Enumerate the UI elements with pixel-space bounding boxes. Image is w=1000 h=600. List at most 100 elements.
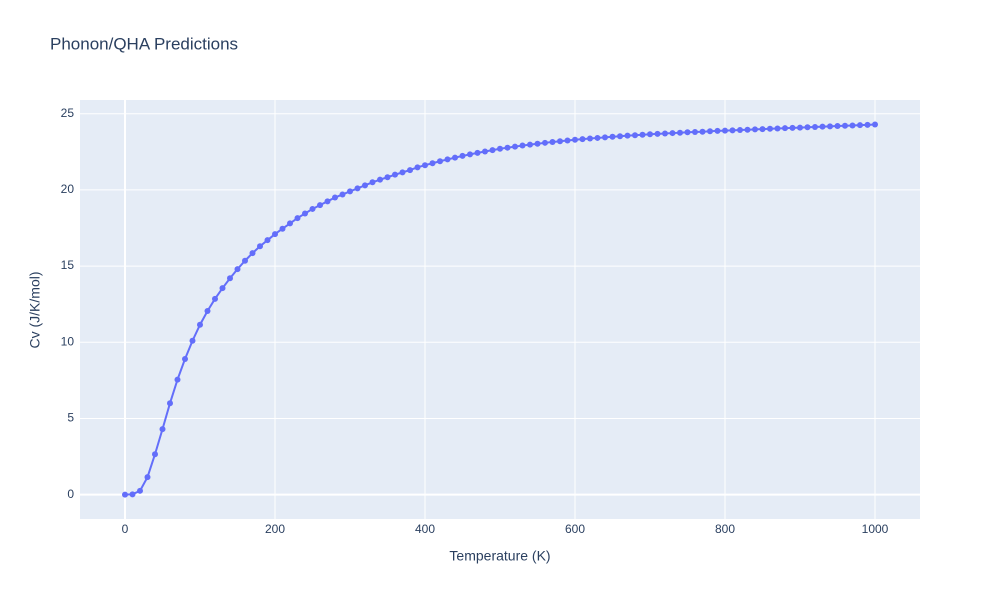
marker	[227, 275, 233, 282]
marker	[707, 128, 713, 135]
marker	[579, 136, 586, 143]
marker	[467, 151, 473, 158]
marker	[249, 250, 256, 257]
marker	[729, 127, 736, 134]
marker	[369, 179, 376, 186]
marker	[482, 148, 488, 155]
marker	[654, 130, 661, 137]
marker	[489, 147, 496, 154]
marker	[287, 220, 293, 227]
marker	[812, 123, 818, 130]
marker	[219, 285, 226, 292]
marker	[849, 122, 856, 129]
marker	[317, 202, 323, 209]
marker	[804, 124, 811, 131]
marker	[819, 123, 826, 130]
plot-area	[80, 100, 920, 519]
marker	[309, 205, 316, 212]
marker	[534, 140, 541, 147]
marker	[324, 198, 331, 205]
y-tick-label: 0	[67, 487, 74, 501]
marker	[384, 174, 391, 181]
marker	[827, 123, 833, 130]
marker	[684, 129, 691, 136]
marker	[632, 132, 638, 139]
marker	[842, 122, 848, 129]
marker	[744, 126, 751, 133]
marker	[204, 308, 211, 315]
y-tick-label: 20	[61, 182, 75, 196]
marker	[797, 124, 803, 131]
x-tick-label: 0	[122, 522, 129, 536]
y-tick-label: 15	[61, 258, 75, 272]
marker	[602, 134, 608, 141]
marker	[362, 182, 368, 189]
marker	[167, 400, 173, 407]
marker	[444, 156, 451, 163]
marker	[354, 185, 361, 192]
marker	[872, 121, 878, 128]
marker	[212, 295, 218, 302]
marker	[429, 160, 436, 167]
marker	[752, 126, 758, 133]
marker	[617, 133, 623, 140]
marker	[692, 128, 698, 135]
marker	[519, 142, 526, 149]
marker	[189, 337, 196, 344]
marker	[737, 127, 743, 134]
marker	[549, 139, 556, 146]
marker	[302, 210, 308, 217]
marker	[564, 137, 571, 144]
marker	[782, 125, 788, 132]
chart-title: Phonon/QHA Predictions	[50, 34, 238, 53]
marker	[699, 128, 706, 135]
y-tick-label: 5	[67, 411, 74, 425]
marker	[437, 158, 443, 165]
x-tick-label: 1000	[862, 522, 889, 536]
marker	[767, 125, 773, 132]
y-tick-label: 25	[61, 106, 75, 120]
marker	[422, 162, 428, 169]
marker	[159, 426, 166, 433]
marker	[834, 123, 841, 130]
marker	[144, 474, 151, 481]
marker	[377, 176, 383, 183]
marker	[557, 138, 563, 145]
x-tick-label: 400	[415, 522, 435, 536]
y-tick-label: 10	[61, 334, 75, 348]
marker	[452, 154, 458, 161]
marker	[279, 225, 286, 232]
marker	[774, 125, 781, 132]
marker	[542, 139, 548, 146]
marker	[714, 127, 721, 134]
marker	[414, 164, 421, 171]
marker	[242, 257, 248, 264]
marker	[789, 124, 796, 131]
marker	[459, 152, 466, 159]
marker	[407, 167, 413, 174]
x-axis-title: Temperature (K)	[449, 548, 550, 564]
marker	[572, 136, 578, 143]
marker	[594, 134, 601, 141]
x-tick-label: 600	[565, 522, 585, 536]
marker	[257, 243, 263, 250]
marker	[137, 487, 143, 494]
x-tick-label: 800	[715, 522, 735, 536]
marker	[474, 149, 481, 156]
marker	[512, 143, 518, 150]
marker	[639, 131, 646, 138]
marker	[669, 130, 676, 137]
marker	[339, 191, 346, 198]
marker	[294, 215, 301, 222]
marker	[759, 126, 766, 133]
marker	[152, 451, 158, 458]
marker	[399, 169, 406, 176]
x-tick-label: 200	[265, 522, 285, 536]
marker	[272, 231, 278, 238]
marker	[647, 131, 653, 138]
marker	[122, 491, 128, 498]
marker	[129, 491, 136, 498]
marker	[722, 127, 728, 134]
marker	[864, 121, 871, 128]
